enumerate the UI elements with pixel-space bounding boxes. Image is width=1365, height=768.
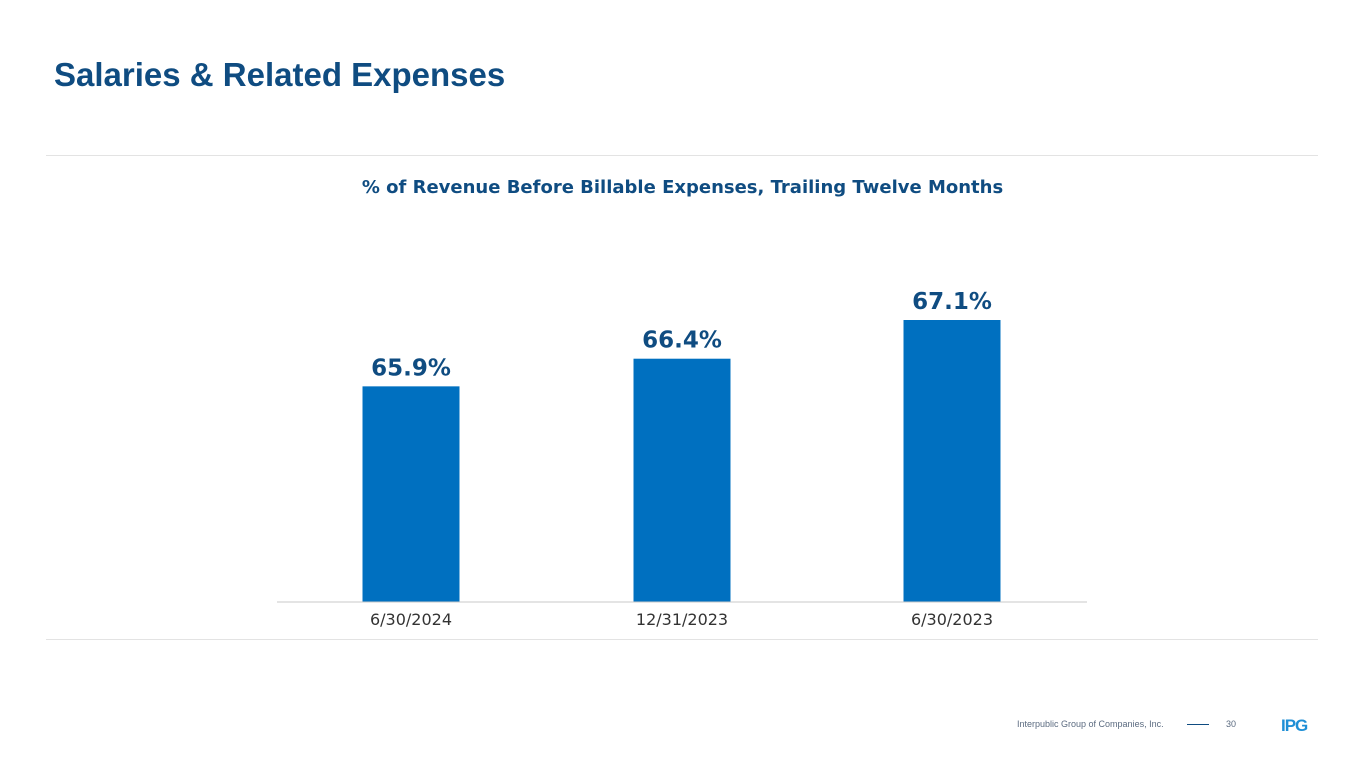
footer-company: Interpublic Group of Companies, Inc. <box>1017 719 1164 729</box>
slide-title: Salaries & Related Expenses <box>54 56 506 93</box>
x-tick-label-1: 12/31/2023 <box>636 610 728 629</box>
ipg-logo: IPG <box>1281 716 1309 734</box>
bar-2 <box>903 320 1001 602</box>
bar-1 <box>633 358 731 602</box>
x-tick-label-0: 6/30/2024 <box>370 610 452 629</box>
logo-text: IPG <box>1281 716 1308 734</box>
data-label-2: 67.1% <box>912 289 992 315</box>
data-label-0: 65.9% <box>371 355 451 381</box>
top-divider <box>46 155 1318 156</box>
data-label-1: 66.4% <box>642 328 722 354</box>
page-number: 30 <box>1226 719 1237 729</box>
chart-title: % of Revenue Before Billable Expenses, T… <box>361 177 1004 198</box>
bars-group <box>362 320 1001 602</box>
bar-0 <box>362 386 460 602</box>
footer-separator <box>1187 724 1209 725</box>
x-tick-label-2: 6/30/2023 <box>911 610 993 629</box>
bottom-divider <box>46 639 1318 640</box>
labels-group: 65.9% 6/30/2024 66.4% 12/31/2023 67.1% 6/30/2… <box>370 289 993 629</box>
